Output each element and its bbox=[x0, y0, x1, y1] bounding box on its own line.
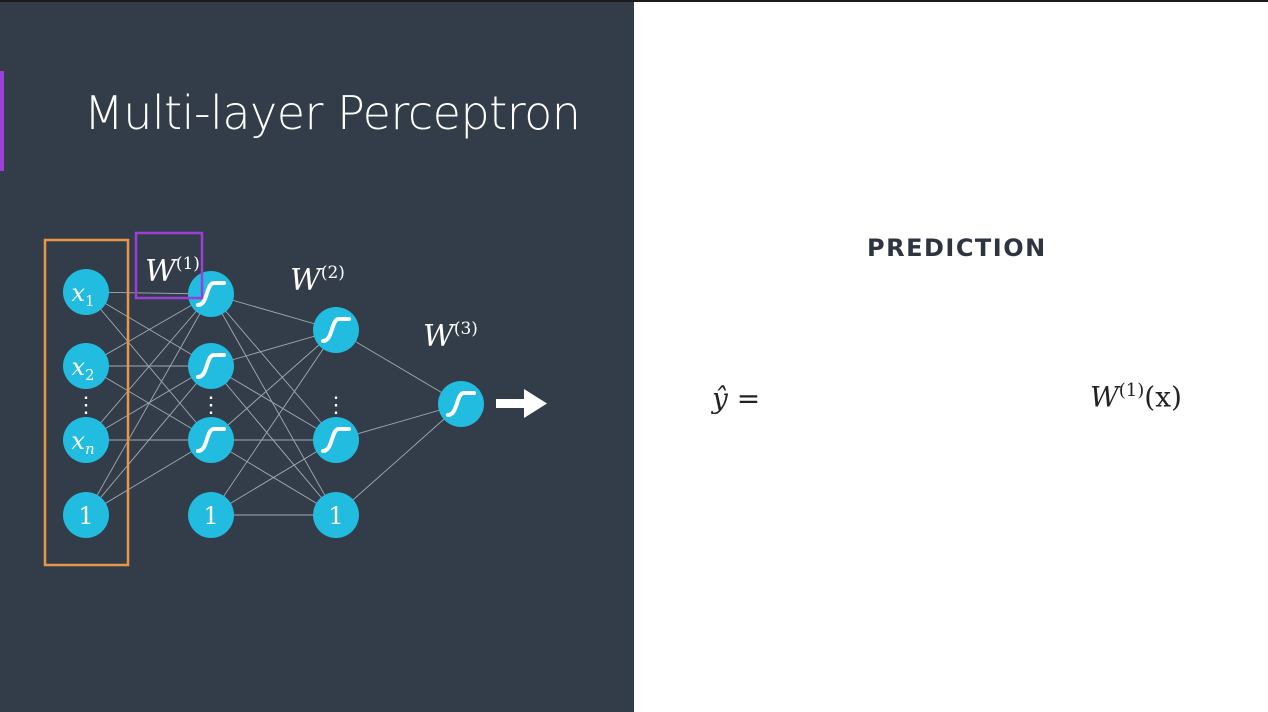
neuron-node: 1 bbox=[313, 492, 359, 538]
connection-edge bbox=[210, 439, 337, 516]
sigmoid-icon bbox=[321, 317, 351, 343]
node-circle bbox=[438, 381, 484, 427]
connection-edge bbox=[210, 293, 337, 516]
right-arrow-icon bbox=[496, 389, 547, 418]
neuron-node bbox=[313, 307, 359, 353]
connection-edge bbox=[85, 365, 212, 516]
connection-edge bbox=[335, 403, 462, 516]
top-rule bbox=[0, 0, 1268, 2]
node-circle bbox=[188, 343, 234, 389]
input-layer-highlight-box bbox=[43, 238, 130, 567]
section-label: PREDICTION bbox=[867, 234, 1047, 262]
node-circle bbox=[63, 269, 109, 315]
input-ellipsis: ⋮ bbox=[75, 393, 97, 418]
sigmoid-icon bbox=[446, 391, 476, 417]
connection-edge bbox=[85, 293, 212, 516]
sigmoid-icon bbox=[196, 353, 226, 379]
connection-edge bbox=[210, 365, 337, 516]
equation-rhs: W(1)(x) bbox=[1090, 380, 1182, 413]
neuron-node: x2 bbox=[63, 343, 109, 389]
node-circle bbox=[313, 417, 359, 463]
sigmoid-icon bbox=[321, 427, 351, 453]
connection-edge bbox=[210, 329, 337, 516]
neuron-node bbox=[438, 381, 484, 427]
equals-sign: = bbox=[736, 382, 761, 415]
neuron-node bbox=[188, 343, 234, 389]
slide-title: Multi-layer Perceptron bbox=[84, 86, 581, 140]
bias-label: 1 bbox=[328, 502, 343, 530]
node-circle bbox=[313, 492, 359, 538]
equation-lhs: ŷ = bbox=[712, 382, 760, 415]
neuron-node bbox=[188, 271, 234, 317]
sigmoid-icon bbox=[196, 427, 226, 453]
neuron-node: 1 bbox=[63, 492, 109, 538]
node-circle bbox=[188, 492, 234, 538]
sigmoid-icon bbox=[196, 281, 226, 307]
accent-bar bbox=[0, 71, 4, 171]
bias-label: 1 bbox=[78, 502, 93, 530]
node-circle bbox=[188, 271, 234, 317]
connection-edge bbox=[85, 439, 212, 516]
node-circle bbox=[63, 343, 109, 389]
connection-edge bbox=[85, 293, 212, 367]
network-nodes: x1 x2 xn 1 1 1 bbox=[63, 269, 484, 538]
connection-edge bbox=[335, 329, 462, 405]
weight-symbol: W bbox=[1090, 380, 1119, 414]
y-hat-symbol: ŷ bbox=[712, 382, 728, 415]
weight-w1-highlight-box bbox=[134, 231, 204, 300]
node-circle bbox=[63, 417, 109, 463]
bias-label: 1 bbox=[203, 502, 218, 530]
node-circle bbox=[313, 307, 359, 353]
weight-label-w2: W(2) bbox=[290, 263, 345, 298]
node-circle bbox=[188, 417, 234, 463]
connection-edge bbox=[210, 365, 337, 441]
network-edges bbox=[85, 291, 462, 516]
connection-edge bbox=[85, 293, 212, 441]
weight-argument: (x) bbox=[1144, 380, 1182, 414]
node-circle bbox=[63, 492, 109, 538]
connection-edge bbox=[85, 365, 212, 441]
hidden2-ellipsis: ⋮ bbox=[325, 393, 347, 418]
neuron-node: 1 bbox=[188, 492, 234, 538]
weight-label-w3: W(3) bbox=[423, 319, 478, 354]
neuron-node bbox=[313, 417, 359, 463]
connection-edge bbox=[85, 291, 212, 367]
hidden1-ellipsis: ⋮ bbox=[200, 393, 222, 418]
neuron-node bbox=[188, 417, 234, 463]
connection-edge bbox=[210, 293, 337, 441]
neuron-node: x1 bbox=[63, 269, 109, 315]
neuron-node: xn bbox=[63, 417, 109, 463]
connection-edge bbox=[210, 329, 337, 441]
weight-superscript: (1) bbox=[1118, 380, 1145, 401]
